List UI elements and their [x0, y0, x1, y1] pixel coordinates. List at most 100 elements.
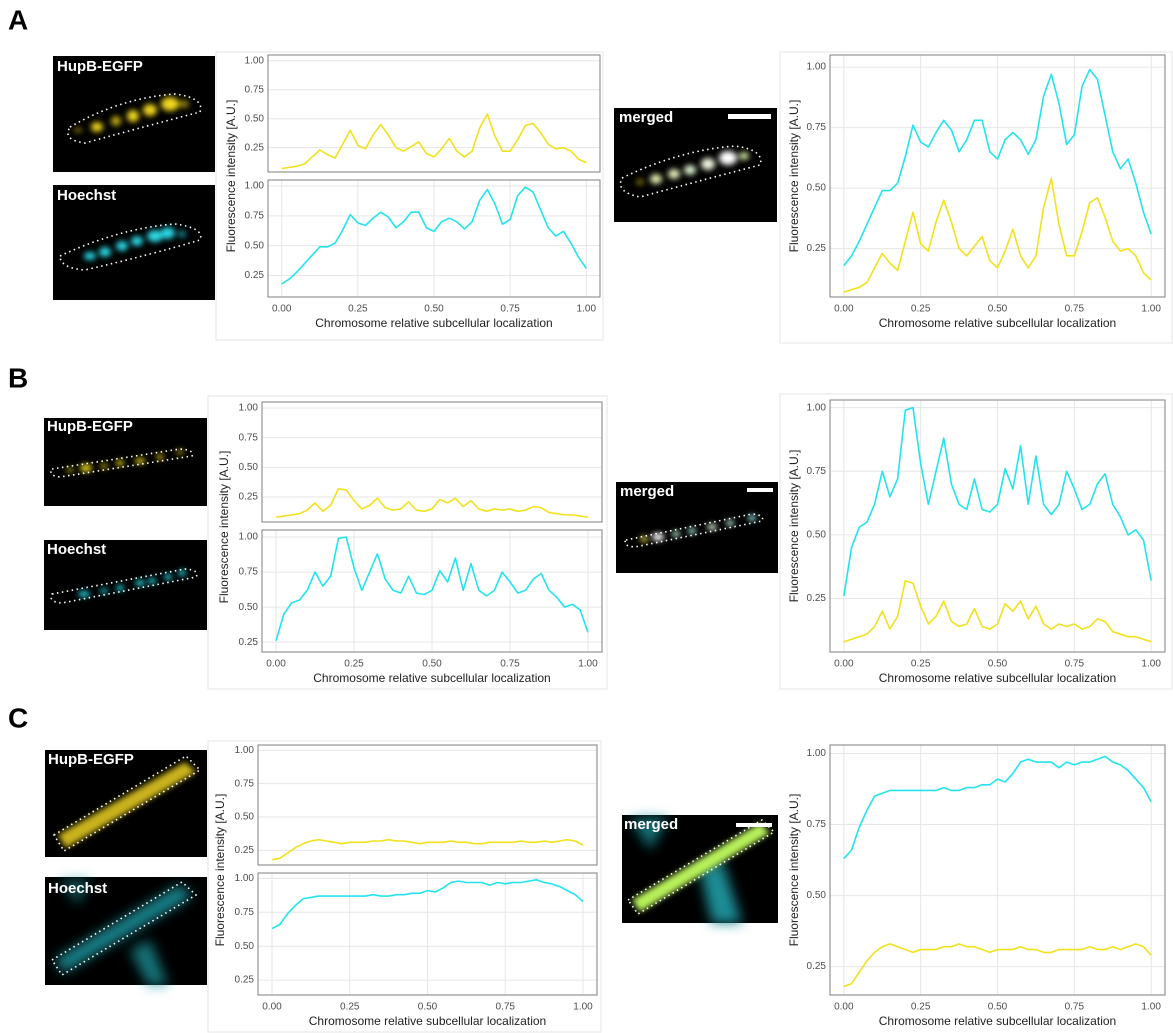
x-axis-label: Chromosome relative subcellular localiza… — [309, 1014, 546, 1028]
plot-panel — [258, 745, 597, 865]
micrograph: HupB-EGFP — [45, 750, 207, 857]
x-tick-label: 0.25 — [348, 304, 368, 315]
micrograph: merged — [614, 108, 777, 222]
x-tick-label: 0.75 — [1065, 659, 1085, 670]
y-tick-label: 0.25 — [235, 975, 255, 986]
scale-bar — [736, 823, 772, 827]
figure: A B C HupB-EGFP Hoechst merged — [0, 0, 1173, 1033]
scale-bar — [747, 488, 773, 492]
micrograph: Hoechst — [53, 185, 215, 300]
y-tick-label: 0.25 — [807, 243, 827, 254]
x-tick-label: 0.50 — [422, 659, 442, 670]
image-label: HupB-EGFP — [57, 58, 143, 75]
image-label: HupB-EGFP — [47, 418, 133, 435]
image-label: merged — [619, 109, 673, 126]
y-tick-label: 0.50 — [245, 240, 265, 251]
micrograph: merged — [616, 482, 778, 573]
y-tick-label: 1.00 — [235, 745, 255, 756]
y-tick-label: 0.75 — [807, 819, 827, 830]
x-tick-label: 0.75 — [496, 1002, 516, 1013]
y-tick-label: 1.00 — [807, 62, 827, 73]
y-tick-label: 0.25 — [807, 961, 827, 972]
x-tick-label: 0.75 — [1065, 304, 1085, 315]
x-tick-label: 1.00 — [1141, 659, 1161, 670]
y-axis-label: Fluorescence intensity [A.U.] — [787, 450, 801, 603]
y-tick-label: 0.75 — [245, 84, 265, 95]
y-tick-label: 0.25 — [235, 845, 255, 856]
x-tick-label: 0.25 — [911, 659, 931, 670]
y-axis-label: Fluorescence intensity [A.U.] — [787, 794, 801, 947]
y-tick-label: 1.00 — [245, 181, 265, 192]
y-tick-label: 0.50 — [239, 462, 259, 473]
image-label: Hoechst — [48, 880, 107, 897]
y-tick-label: 0.25 — [245, 270, 265, 281]
y-tick-label: 0.25 — [807, 593, 827, 604]
panel-label: A — [8, 4, 28, 35]
y-tick-label: 0.75 — [239, 432, 259, 443]
y-axis-label: Fluorescence intensity [A.U.] — [213, 794, 227, 947]
x-tick-label: 0.25 — [911, 304, 931, 315]
x-tick-label: 0.00 — [266, 659, 286, 670]
x-tick-label: 0.75 — [500, 659, 520, 670]
x-tick-label: 1.00 — [1141, 304, 1161, 315]
x-tick-label: 0.00 — [834, 659, 854, 670]
y-tick-label: 0.50 — [235, 941, 255, 952]
x-tick-label: 0.00 — [834, 1002, 854, 1013]
x-tick-label: 1.00 — [577, 304, 597, 315]
y-tick-label: 0.50 — [807, 183, 827, 194]
y-axis-label: Fluorescence intensity [A.U.] — [217, 451, 231, 604]
x-tick-label: 1.00 — [578, 659, 598, 670]
x-tick-label: 0.50 — [418, 1002, 438, 1013]
y-tick-label: 1.00 — [807, 748, 827, 759]
panel-label: C — [8, 702, 28, 733]
y-tick-label: 0.75 — [245, 210, 265, 221]
x-axis-label: Chromosome relative subcellular localiza… — [313, 671, 550, 685]
y-tick-label: 1.00 — [239, 532, 259, 543]
x-tick-label: 0.50 — [988, 1002, 1008, 1013]
x-tick-label: 0.50 — [424, 304, 444, 315]
x-tick-label: 0.75 — [500, 304, 520, 315]
x-tick-label: 0.25 — [344, 659, 364, 670]
image-label: merged — [624, 816, 678, 833]
x-tick-label: 0.50 — [988, 304, 1008, 315]
x-tick-label: 0.50 — [988, 659, 1008, 670]
x-tick-label: 0.25 — [340, 1002, 360, 1013]
plot-panel — [268, 55, 600, 172]
x-tick-label: 1.00 — [573, 1002, 593, 1013]
y-tick-label: 0.50 — [235, 812, 255, 823]
x-tick-label: 0.75 — [1065, 1002, 1085, 1013]
x-axis-label: Chromosome relative subcellular localiza… — [315, 316, 552, 330]
x-tick-label: 0.25 — [911, 1002, 931, 1013]
y-tick-label: 0.50 — [807, 890, 827, 901]
image-label: HupB-EGFP — [48, 751, 134, 768]
x-tick-label: 0.00 — [834, 304, 854, 315]
x-tick-label: 1.00 — [1141, 1002, 1161, 1013]
micrograph: Hoechst — [45, 877, 207, 985]
x-axis-label: Chromosome relative subcellular localiza… — [879, 316, 1116, 330]
y-tick-label: 0.75 — [807, 466, 827, 477]
panel-label: B — [8, 362, 28, 393]
page: {"panels": [ {"label": "A", "images": ["… — [0, 0, 1173, 1033]
x-axis-label: Chromosome relative subcellular localiza… — [879, 671, 1116, 685]
micrograph: HupB-EGFP — [53, 56, 215, 172]
y-tick-label: 0.75 — [235, 907, 255, 918]
x-axis-label: Chromosome relative subcellular localiza… — [879, 1014, 1116, 1028]
image-label: merged — [620, 483, 674, 500]
micrograph: merged — [622, 815, 778, 923]
x-tick-label: 0.00 — [272, 304, 292, 315]
image-label: Hoechst — [57, 187, 116, 204]
y-axis-label: Fluorescence intensity [A.U.] — [224, 100, 238, 253]
scale-bar — [728, 114, 771, 119]
micrograph: Hoechst — [44, 540, 207, 630]
y-tick-label: 0.25 — [245, 142, 265, 153]
y-tick-label: 1.00 — [245, 55, 265, 66]
y-tick-label: 1.00 — [807, 402, 827, 413]
x-tick-label: 0.00 — [262, 1002, 282, 1013]
y-tick-label: 0.25 — [239, 637, 259, 648]
y-tick-label: 0.75 — [807, 122, 827, 133]
micrograph: HupB-EGFP — [44, 418, 207, 506]
y-tick-label: 0.75 — [235, 778, 255, 789]
y-tick-label: 0.25 — [239, 492, 259, 503]
y-tick-label: 0.50 — [239, 602, 259, 613]
y-tick-label: 0.50 — [807, 530, 827, 541]
